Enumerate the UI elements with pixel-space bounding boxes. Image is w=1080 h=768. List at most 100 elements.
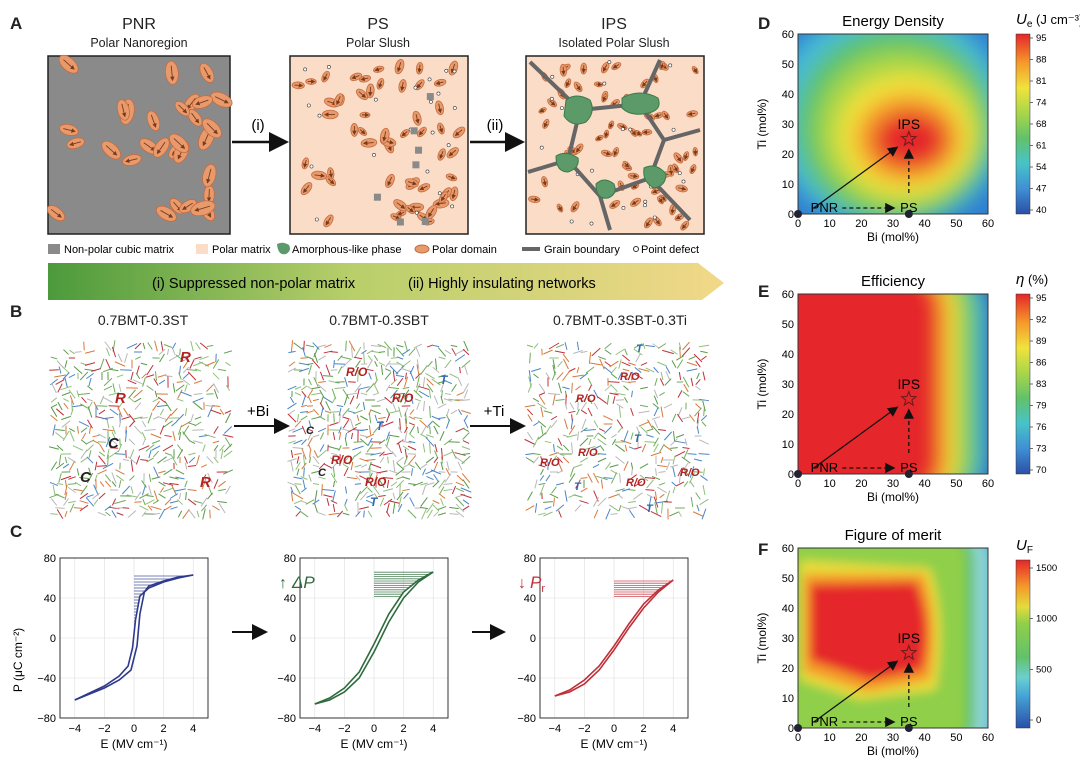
polarization-vector [287,402,297,410]
colorbar-d-label: Ue (J cm⁻³) [1016,11,1080,30]
x-tick-label: 2 [641,723,647,735]
polarization-vector [576,366,580,374]
colorbar-ticks: 9588817468615447409592898683797673701500… [1030,33,1057,726]
heatmap-d-frame [797,33,989,215]
polarization-vector [332,490,336,502]
polarization-vector [294,386,302,390]
arrow-ti-label: +Ti [484,403,505,420]
polarization-vector [368,461,372,471]
domain-arrow [690,166,696,173]
domain-arrow [407,207,414,213]
polarization-vector [553,444,555,452]
polarization-vector [689,414,695,422]
polar-domain [559,63,568,77]
polarization-vector [73,507,83,509]
polarization-vector [86,398,94,402]
polarization-vector [349,395,355,405]
polarization-vector [314,490,318,502]
polarization-vector [370,452,382,456]
polarization-vector [396,462,404,470]
polarization-vector [701,508,707,520]
polarization-vector [656,500,668,504]
polarization-vector [433,425,439,435]
domain-arrow [437,103,442,114]
polarization-vector [421,484,427,496]
polarization-vector [590,362,602,366]
polarization-vector [52,424,56,436]
polarization-vector [678,511,682,517]
domain-arrow [448,175,456,180]
polarization-vector [587,395,593,405]
polarization-vector [72,445,84,451]
progress-banner [48,263,724,300]
point-defect [429,99,433,104]
polar-domain [538,107,547,114]
polarization-vector [398,496,402,508]
ips-title: IPS [601,16,627,33]
polarization-vector [432,344,440,348]
point-defect [590,168,594,173]
domain-arrow [400,82,405,92]
polarization-vector [141,511,147,517]
point-defect [427,77,432,82]
polarization-vector [703,408,705,416]
polarization-vector [544,506,552,510]
polarization-vector [58,366,62,374]
polarization-vector [321,484,323,496]
heatmap-x-label: Bi (mol%) [867,230,919,244]
polarization-vector [153,416,159,420]
polarization-vector [287,385,297,391]
polarization-vector [681,347,691,357]
polarization-vector [415,383,421,393]
panel-b-figure: R R C C R R/O R/O T T C R/O C R/O T R/O … [48,340,710,520]
polarization-vector [402,464,410,468]
polarization-vector [212,359,220,369]
polarization-vector [413,416,423,420]
polar-domain [682,151,690,161]
polarization-vector [531,452,541,456]
polarization-vector [302,347,306,357]
ps-domains [291,58,466,228]
polarization-vector [633,480,643,488]
pnr-point [794,724,802,732]
polarization-vector [225,385,231,391]
polarization-vector [426,502,434,514]
polarization-vector [675,434,685,438]
polarization-vector [638,504,650,512]
polarization-vector [580,350,588,354]
polarization-vector [687,453,697,455]
heatmap-x-tick: 40 [919,732,931,744]
polar-domain [380,127,390,144]
polarization-vector [605,462,611,470]
map2-t-label-2: T [376,419,385,433]
polarization-vector [225,485,231,495]
polarization-vector [699,498,709,506]
polarization-vector [562,353,570,363]
polarization-vector [69,349,75,355]
polarization-vector [439,486,445,494]
polarization-vector [205,404,215,408]
heatmap-e-frame [797,293,989,475]
polarization-vector [174,488,186,492]
polarization-vector [622,354,630,362]
polarization-map-sbt-ti [524,341,710,520]
map3-ro-label: R/O [620,371,640,383]
pr-arrow: ↓ [518,575,526,592]
polarization-vector [109,408,119,416]
polarization-vector [573,349,583,355]
polarization-vector [663,403,673,409]
polarization-vector [175,476,185,480]
polarization-vector [576,341,580,351]
polarization-vector [631,468,633,476]
polarization-vector [618,359,622,369]
domain-arrow [630,173,639,179]
polarization-vector [188,509,196,519]
polarization-vector [125,426,127,434]
polar-domain [164,60,179,85]
polarization-vector [353,356,363,360]
polar-domain [398,79,407,93]
polarization-vector [639,463,649,469]
polarization-vector [64,510,68,518]
polar-domain [603,129,610,139]
